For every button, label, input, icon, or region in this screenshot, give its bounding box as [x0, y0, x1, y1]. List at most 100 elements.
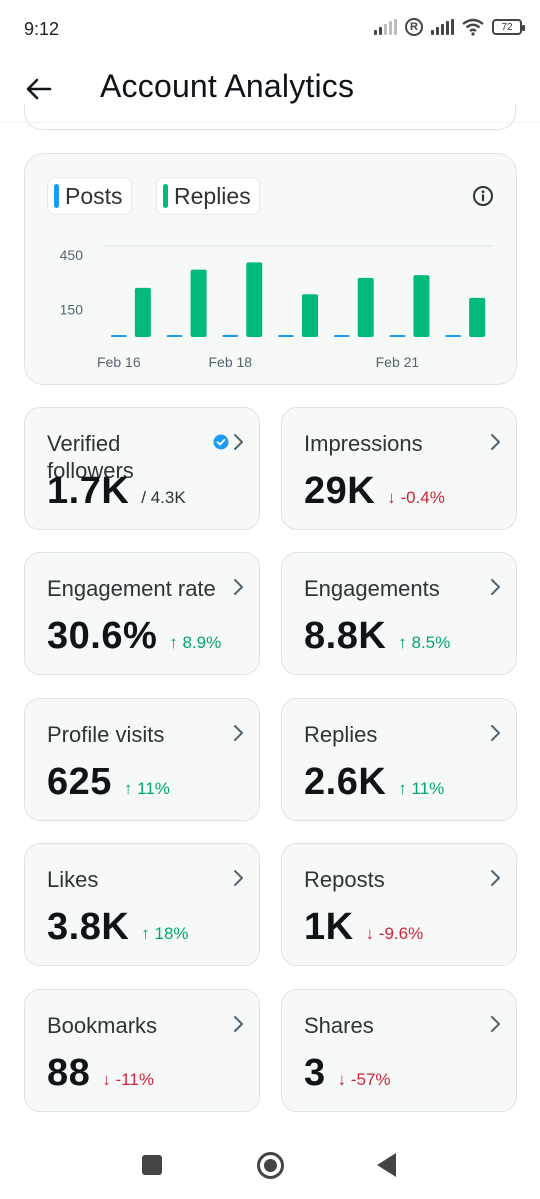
header: Account Analytics: [0, 60, 540, 118]
metric-total: / 4.3K: [141, 488, 186, 507]
metric-card-engagement-rate[interactable]: Engagement rate 30.6% ↑ 8.9%: [24, 552, 260, 675]
metric-label: Verified followers: [47, 431, 134, 483]
metric-value-row: 3 ↓ -57%: [304, 1052, 391, 1095]
verified-badge-icon: [213, 434, 229, 450]
info-icon[interactable]: [472, 185, 494, 207]
chart-card: Posts Replies 450 150 Feb 16 Feb 18 Feb 21: [24, 153, 517, 385]
metric-value: 3.8K: [47, 906, 130, 948]
system-nav-bar: [0, 1135, 540, 1199]
posts-bar: [222, 334, 239, 337]
chevron-right-icon: [234, 870, 243, 886]
metric-value-row: 8.8K ↑ 8.5%: [304, 615, 450, 658]
metric-value: 8.8K: [304, 615, 387, 657]
signal-icon: [374, 19, 397, 35]
metric-label: Profile visits: [47, 722, 165, 747]
chevron-right-icon: [491, 725, 500, 741]
posts-bar: [389, 335, 406, 337]
metric-value: 3: [304, 1052, 326, 1094]
metric-card-profile-visits[interactable]: Profile visits 625 ↑ 11%: [24, 698, 260, 821]
legend-posts-label: Posts: [65, 182, 123, 209]
metric-value-row: 88 ↓ -11%: [47, 1052, 154, 1095]
metric-label: Impressions: [304, 431, 423, 456]
metric-card-verified-followers[interactable]: Verified followers 1.7K / 4.3K: [24, 407, 260, 530]
posts-bar: [445, 335, 462, 337]
metric-change: ↑ 8.5%: [398, 633, 451, 652]
status-icons: R 72: [374, 18, 525, 36]
wifi-icon: [462, 18, 484, 36]
metric-change: ↓ -9.6%: [365, 924, 424, 943]
metric-change: ↓ -57%: [337, 1070, 391, 1089]
back-triangle-icon[interactable]: [377, 1153, 396, 1177]
metric-value: 29K: [304, 470, 376, 512]
metric-value-row: 1.7K / 4.3K: [47, 470, 186, 513]
metric-value: 2.6K: [304, 761, 387, 803]
legend-replies[interactable]: Replies: [156, 177, 260, 215]
posts-bar: [110, 335, 127, 337]
metric-value-row: 3.8K ↑ 18%: [47, 906, 189, 949]
replies-bar: [190, 269, 207, 337]
metric-value: 30.6%: [47, 615, 158, 657]
replies-bar: [469, 297, 486, 337]
bar-chart: 450 150 Feb 16 Feb 18 Feb 21: [60, 245, 493, 370]
metric-change: ↑ 11%: [398, 779, 445, 798]
posts-bar: [333, 335, 350, 337]
replies-bar: [302, 294, 318, 337]
page-title: Account Analytics: [100, 68, 355, 104]
metric-label: Likes: [47, 867, 99, 892]
legend-replies-label: Replies: [174, 182, 251, 209]
metric-value: 88: [47, 1052, 91, 1094]
metric-change: ↑ 8.9%: [169, 633, 222, 652]
legend-posts[interactable]: Posts: [47, 177, 132, 215]
home-circle-icon[interactable]: [257, 1152, 284, 1179]
chevron-right-icon: [491, 434, 500, 450]
posts-bar: [166, 335, 183, 337]
chevron-right-icon: [234, 434, 243, 450]
metric-value-row: 625 ↑ 11%: [47, 761, 170, 804]
replies-bar: [134, 287, 151, 337]
metric-card-bookmarks[interactable]: Bookmarks 88 ↓ -11%: [24, 989, 260, 1112]
signal-icon-2: [431, 19, 454, 35]
posts-swatch: [54, 184, 59, 208]
metric-change: ↑ 11%: [123, 779, 170, 798]
metric-card-reposts[interactable]: Reposts 1K ↓ -9.6%: [281, 843, 517, 966]
metric-label: Engagement rate: [47, 576, 216, 601]
chevron-right-icon: [234, 725, 243, 741]
y-tick-label: 150: [60, 302, 84, 318]
metric-label: Reposts: [304, 867, 385, 892]
chevron-right-icon: [234, 579, 243, 595]
replies-bar: [413, 275, 430, 337]
metric-card-replies[interactable]: Replies 2.6K ↑ 11%: [281, 698, 517, 821]
x-tick-label: Feb 16: [97, 354, 141, 370]
back-button[interactable]: [20, 70, 58, 108]
metric-change: ↓ -11%: [102, 1070, 154, 1089]
metric-value: 625: [47, 761, 112, 803]
replies-bar: [357, 277, 374, 337]
chevron-right-icon: [491, 870, 500, 886]
metric-value: 1K: [304, 906, 354, 948]
metric-value-row: 1K ↓ -9.6%: [304, 906, 423, 949]
arrow-left-icon: [26, 78, 52, 100]
metric-value-row: 2.6K ↑ 11%: [304, 761, 444, 804]
metric-card-engagements[interactable]: Engagements 8.8K ↑ 8.5%: [281, 552, 517, 675]
registered-icon: R: [405, 18, 423, 36]
status-bar: 9:12 R 72: [0, 0, 540, 60]
battery-icon: 72: [492, 19, 525, 35]
metric-change: ↑ 18%: [141, 924, 189, 943]
chevron-right-icon: [234, 1016, 243, 1032]
status-time: 9:12: [24, 19, 60, 39]
chevron-right-icon: [491, 579, 500, 595]
x-tick-label: Feb 21: [376, 354, 420, 370]
x-tick-label: Feb 18: [208, 354, 252, 370]
y-tick-label: 450: [60, 247, 84, 263]
header-divider: [0, 122, 540, 123]
metric-value: 1.7K: [47, 470, 130, 512]
metric-value-row: 30.6% ↑ 8.9%: [47, 615, 221, 658]
metric-label: Replies: [304, 722, 378, 747]
metric-card-shares[interactable]: Shares 3 ↓ -57%: [281, 989, 517, 1112]
metric-card-impressions[interactable]: Impressions 29K ↓ -0.4%: [281, 407, 517, 530]
recents-square-icon[interactable]: [142, 1155, 162, 1175]
replies-bar: [246, 262, 263, 337]
metric-card-likes[interactable]: Likes 3.8K ↑ 18%: [24, 843, 260, 966]
posts-bar: [278, 335, 294, 337]
metric-label: Bookmarks: [47, 1013, 158, 1038]
